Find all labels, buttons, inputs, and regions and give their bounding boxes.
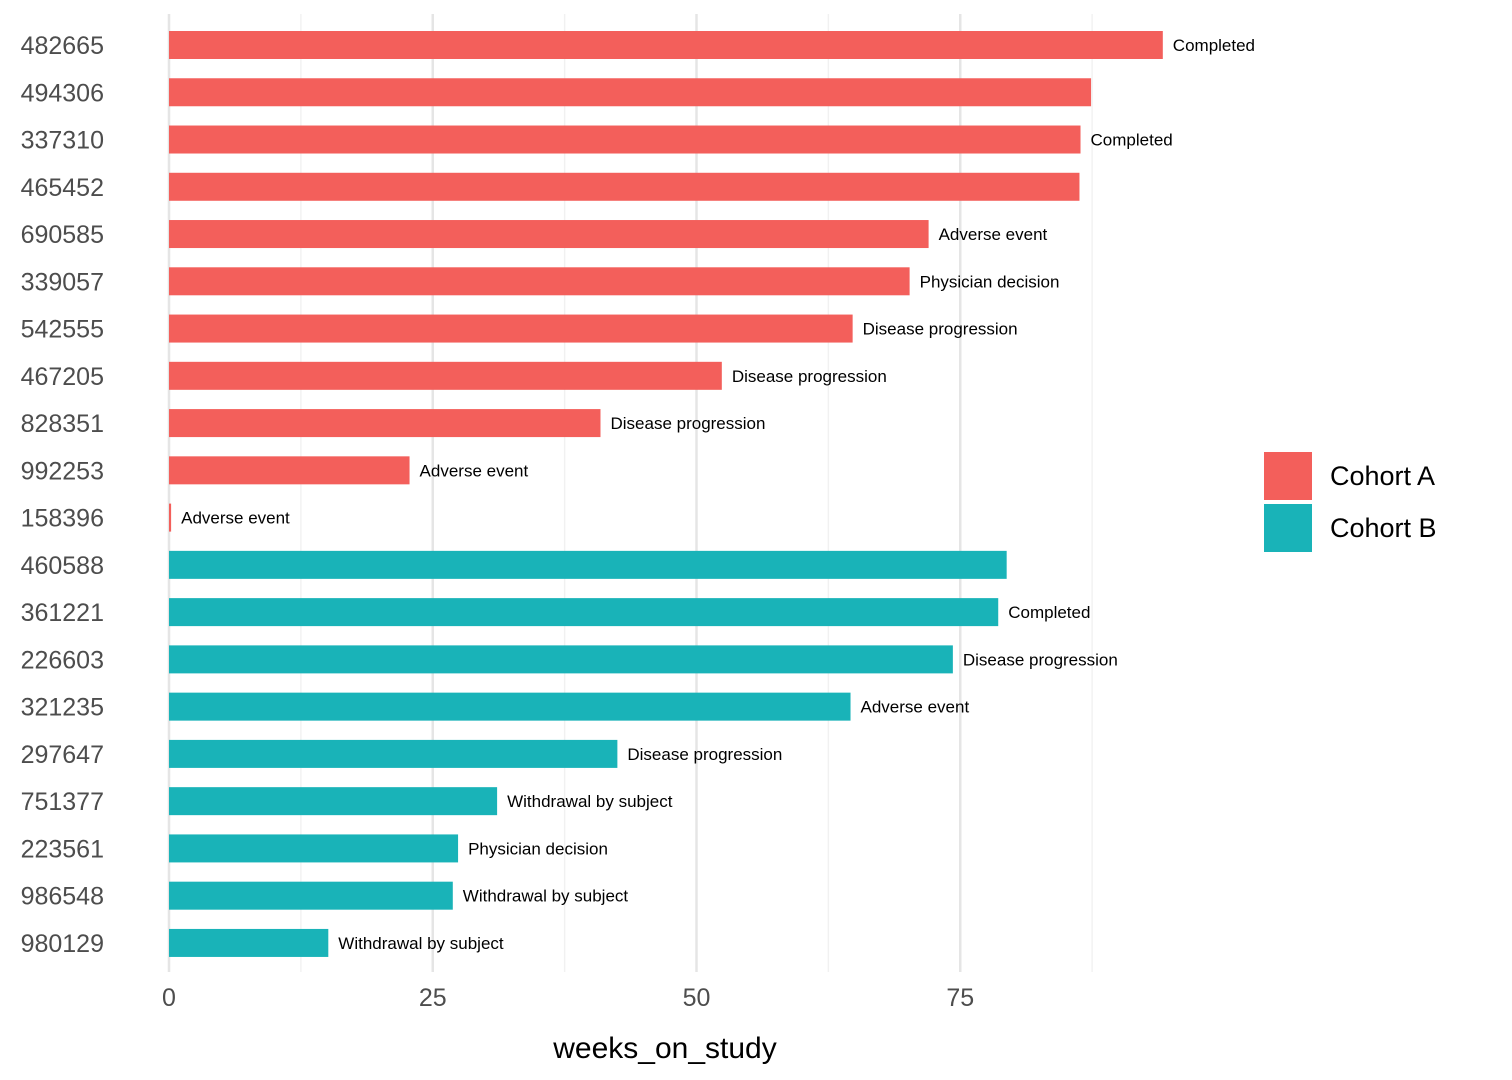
y-tick-label: 828351 (21, 410, 104, 438)
y-tick-label: 223561 (21, 835, 104, 863)
bar-data-label: Adverse event (939, 225, 1048, 244)
bar-data-label: Completed (1173, 36, 1255, 55)
x-tick-label: 0 (162, 984, 176, 1012)
bar-data-label: Completed (1091, 131, 1173, 150)
legend-swatch (1264, 504, 1312, 552)
bar (169, 409, 601, 438)
bar-data-label: Disease progression (610, 414, 765, 433)
y-tick-label: 467205 (21, 363, 104, 391)
legend-swatch (1264, 452, 1312, 500)
bar (169, 928, 329, 957)
bar (169, 361, 722, 390)
bar (169, 834, 459, 863)
bar (169, 31, 1163, 59)
bar-label-layer: Completed Completed Adverse event Physician… (181, 36, 1255, 953)
legend: Cohort A Cohort B (1264, 452, 1437, 552)
y-tick-label: 690585 (21, 221, 104, 249)
bar-data-label: Physician decision (920, 272, 1060, 291)
y-tick-label: 339057 (21, 268, 104, 296)
bar (169, 172, 1080, 201)
y-tick-label: 158396 (21, 505, 104, 533)
bar (169, 550, 1007, 579)
bar-data-label: Withdrawal by subject (463, 887, 629, 906)
x-tick-label: 25 (419, 984, 447, 1012)
bar (169, 503, 172, 532)
bar (169, 739, 618, 768)
bar-data-label: Withdrawal by subject (507, 792, 673, 811)
bar (169, 881, 453, 910)
y-tick-label: 542555 (21, 316, 104, 344)
bar-layer (169, 31, 1163, 957)
bar (169, 692, 851, 721)
bar (169, 125, 1081, 154)
x-tick-labels: 0 25 50 75 (162, 984, 974, 1012)
bar-data-label: Physician decision (468, 839, 608, 858)
bar-data-label: Adverse event (420, 461, 529, 480)
bar (169, 78, 1092, 107)
y-tick-labels: 482665 494306 337310 465452 690585 339057 5425… (21, 32, 104, 958)
y-tick-label: 321235 (21, 694, 104, 722)
y-tick-label: 980129 (21, 930, 104, 958)
y-tick-label: 361221 (21, 599, 104, 627)
bar (169, 220, 929, 249)
y-tick-label: 465452 (21, 174, 104, 202)
bar-data-label: Adverse event (181, 509, 290, 528)
y-tick-label: 494306 (21, 79, 104, 107)
legend-label: Cohort A (1330, 461, 1435, 491)
bar-data-label: Disease progression (963, 650, 1118, 669)
x-tick-label: 50 (683, 984, 711, 1012)
y-tick-label: 992253 (21, 457, 104, 485)
y-tick-label: 460588 (21, 552, 104, 580)
bar (169, 267, 910, 296)
bar-data-label: Completed (1008, 603, 1090, 622)
y-tick-label: 482665 (21, 32, 104, 60)
bar-data-label: Adverse event (861, 698, 970, 717)
grid-layer (167, 14, 1093, 972)
y-tick-label: 226603 (21, 646, 104, 674)
bar (169, 456, 410, 485)
bar-data-label: Withdrawal by subject (338, 934, 504, 953)
x-tick-label: 75 (946, 984, 974, 1012)
bar (169, 598, 999, 627)
y-tick-label: 337310 (21, 127, 104, 155)
y-tick-label: 297647 (21, 741, 104, 769)
bar (169, 645, 953, 674)
y-tick-label: 751377 (21, 788, 104, 816)
bar (169, 787, 498, 816)
bar-data-label: Disease progression (863, 320, 1018, 339)
x-axis-title: weeks_on_study (552, 1032, 776, 1065)
bar-data-label: Disease progression (627, 745, 782, 764)
bar (169, 314, 853, 343)
bar-data-label: Disease progression (732, 367, 887, 386)
y-tick-label: 986548 (21, 883, 104, 911)
legend-label: Cohort B (1330, 513, 1437, 543)
